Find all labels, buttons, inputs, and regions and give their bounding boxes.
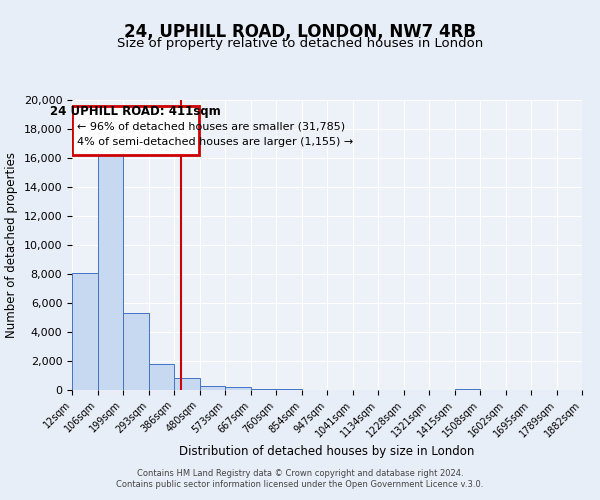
Text: Contains public sector information licensed under the Open Government Licence v.: Contains public sector information licen… [116,480,484,489]
Bar [225,387,251,390]
Text: Contains HM Land Registry data © Crown copyright and database right 2024.: Contains HM Land Registry data © Crown c… [137,468,463,477]
Bar [455,388,480,390]
FancyBboxPatch shape [72,106,199,155]
Bar [251,388,276,390]
Text: Size of property relative to detached houses in London: Size of property relative to detached ho… [117,38,483,51]
Y-axis label: Number of detached properties: Number of detached properties [5,152,18,338]
Text: 24 UPHILL ROAD: 411sqm: 24 UPHILL ROAD: 411sqm [50,105,221,118]
Bar [72,272,98,390]
Bar [149,364,174,390]
Text: ← 96% of detached houses are smaller (31,785): ← 96% of detached houses are smaller (31… [77,121,345,131]
Bar [98,151,123,390]
Text: 24, UPHILL ROAD, LONDON, NW7 4RB: 24, UPHILL ROAD, LONDON, NW7 4RB [124,22,476,40]
Bar [276,388,302,390]
Bar [200,386,225,390]
Bar [123,313,149,390]
Bar [174,378,200,390]
Text: 4% of semi-detached houses are larger (1,155) →: 4% of semi-detached houses are larger (1… [77,137,353,147]
X-axis label: Distribution of detached houses by size in London: Distribution of detached houses by size … [179,444,475,458]
